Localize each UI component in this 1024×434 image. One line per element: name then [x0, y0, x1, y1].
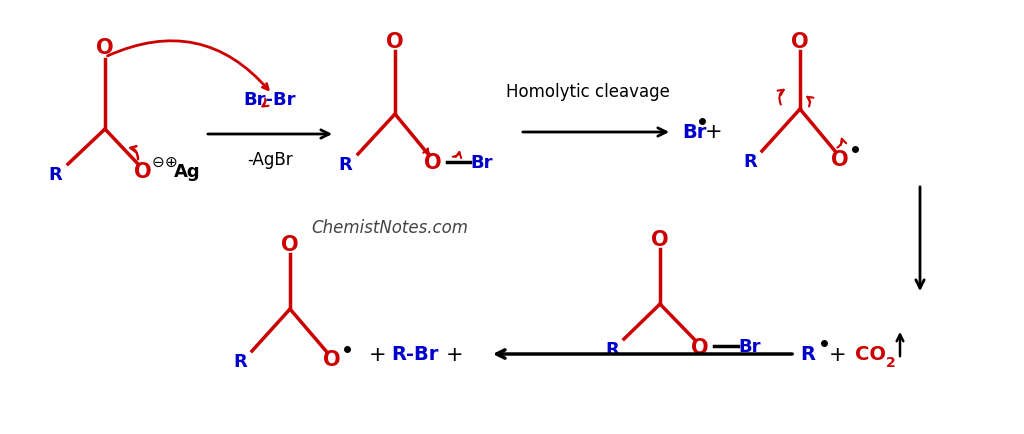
Text: R: R: [338, 156, 352, 174]
Text: O: O: [792, 32, 809, 52]
Text: O: O: [134, 161, 152, 181]
Text: 2: 2: [886, 355, 896, 369]
Text: O: O: [386, 32, 403, 52]
Text: R: R: [605, 340, 618, 358]
Text: O: O: [96, 38, 114, 58]
Text: Br: Br: [682, 122, 707, 141]
Text: ⊖: ⊖: [152, 154, 165, 169]
Text: Br: Br: [471, 154, 494, 171]
Text: O: O: [651, 230, 669, 250]
Text: ⊕: ⊕: [165, 154, 177, 169]
Text: R: R: [801, 345, 815, 364]
Text: O: O: [831, 150, 849, 170]
Text: O: O: [282, 234, 299, 254]
Text: -AgBr: -AgBr: [247, 151, 293, 169]
Text: Homolytic cleavage: Homolytic cleavage: [506, 83, 670, 101]
Text: R: R: [233, 352, 247, 370]
Text: ChemistNotes.com: ChemistNotes.com: [311, 218, 469, 237]
Text: +: +: [370, 344, 387, 364]
Text: +: +: [829, 344, 847, 364]
Text: O: O: [424, 153, 441, 173]
Text: CO: CO: [855, 345, 886, 364]
Text: O: O: [691, 337, 709, 357]
Text: Br-Br: Br-Br: [244, 91, 296, 109]
Text: Br: Br: [738, 337, 761, 355]
Text: R-Br: R-Br: [391, 345, 438, 364]
Text: Ag: Ag: [174, 163, 201, 181]
Text: O: O: [324, 349, 341, 369]
Text: R: R: [743, 153, 757, 171]
Text: R: R: [48, 166, 61, 184]
Text: +: +: [706, 122, 723, 141]
Text: +: +: [446, 344, 464, 364]
